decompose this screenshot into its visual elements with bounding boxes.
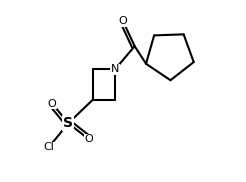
Text: O: O	[48, 98, 57, 108]
Text: Cl: Cl	[43, 143, 54, 153]
Text: S: S	[63, 116, 73, 130]
Text: N: N	[111, 64, 119, 74]
Text: O: O	[119, 16, 127, 26]
Text: O: O	[85, 134, 93, 144]
